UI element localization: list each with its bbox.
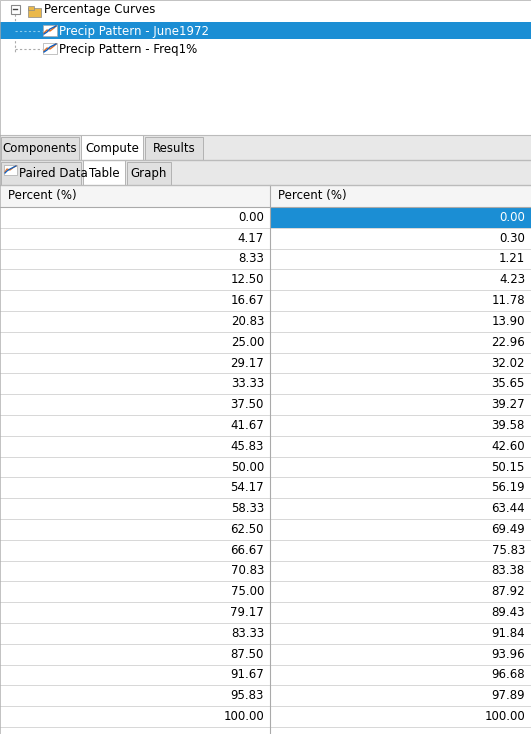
Text: Precip Pattern - June1972: Precip Pattern - June1972	[59, 24, 209, 37]
Text: 69.49: 69.49	[491, 523, 525, 536]
Text: 56.19: 56.19	[491, 482, 525, 494]
Text: 75.00: 75.00	[230, 585, 264, 598]
Text: 54.17: 54.17	[230, 482, 264, 494]
Text: 75.83: 75.83	[492, 544, 525, 556]
Bar	[81, 135, 143, 160]
Bar	[4, 165, 17, 175]
Text: 45.83: 45.83	[230, 440, 264, 453]
Text: 87.92: 87.92	[491, 585, 525, 598]
Text: 93.96: 93.96	[491, 647, 525, 661]
Text: 0.00: 0.00	[499, 211, 525, 224]
Text: 66.67: 66.67	[230, 544, 264, 556]
Text: 33.33: 33.33	[231, 377, 264, 390]
Text: 96.68: 96.68	[491, 669, 525, 681]
Text: Compute: Compute	[85, 142, 139, 155]
Bar	[43, 43, 57, 54]
Text: 83.38: 83.38	[492, 564, 525, 578]
Text: 62.50: 62.50	[230, 523, 264, 536]
Bar	[127, 162, 171, 185]
Text: 79.17: 79.17	[230, 606, 264, 619]
Text: 95.83: 95.83	[230, 689, 264, 702]
Text: 50.15: 50.15	[492, 460, 525, 473]
Text: Paired Data: Paired Data	[19, 167, 88, 180]
Text: 42.60: 42.60	[491, 440, 525, 453]
Text: 12.50: 12.50	[230, 273, 264, 286]
Text: 87.50: 87.50	[230, 647, 264, 661]
Text: 100.00: 100.00	[223, 710, 264, 723]
Text: 4.17: 4.17	[238, 232, 264, 244]
Text: 13.90: 13.90	[492, 315, 525, 328]
Text: 39.27: 39.27	[491, 398, 525, 411]
Bar	[0, 22, 531, 39]
Bar	[145, 137, 203, 160]
Text: 1.21: 1.21	[499, 252, 525, 266]
Bar	[28, 8, 41, 17]
Text: 0.30: 0.30	[499, 232, 525, 244]
Bar	[11, 5, 20, 14]
Text: 4.23: 4.23	[499, 273, 525, 286]
Bar	[0, 160, 531, 187]
Text: Percent (%): Percent (%)	[278, 189, 347, 203]
Text: Results: Results	[152, 142, 195, 155]
Text: 25.00: 25.00	[230, 335, 264, 349]
Text: 16.67: 16.67	[230, 294, 264, 307]
Text: 22.96: 22.96	[491, 335, 525, 349]
Text: 37.50: 37.50	[230, 398, 264, 411]
Text: 97.89: 97.89	[491, 689, 525, 702]
Bar	[28, 6, 34, 10]
Text: 8.33: 8.33	[238, 252, 264, 266]
Text: Precip Pattern - Freq1%: Precip Pattern - Freq1%	[59, 43, 197, 56]
Text: Graph: Graph	[131, 167, 167, 180]
Text: 11.78: 11.78	[491, 294, 525, 307]
Bar	[0, 0, 531, 135]
Text: 91.67: 91.67	[230, 669, 264, 681]
Text: 63.44: 63.44	[491, 502, 525, 515]
Text: 35.65: 35.65	[492, 377, 525, 390]
Bar	[0, 185, 531, 207]
Text: 29.17: 29.17	[230, 357, 264, 369]
Text: Components: Components	[3, 142, 78, 155]
Text: 50.00: 50.00	[231, 460, 264, 473]
Text: 100.00: 100.00	[484, 710, 525, 723]
Text: 58.33: 58.33	[231, 502, 264, 515]
Bar	[1, 162, 81, 185]
Bar	[270, 207, 531, 228]
Text: 91.84: 91.84	[491, 627, 525, 640]
Text: Percentage Curves: Percentage Curves	[44, 4, 156, 16]
Text: 89.43: 89.43	[492, 606, 525, 619]
Text: 70.83: 70.83	[230, 564, 264, 578]
Bar	[1, 137, 79, 160]
Text: Table: Table	[89, 167, 119, 180]
Text: 83.33: 83.33	[231, 627, 264, 640]
Bar	[0, 135, 531, 162]
Text: 32.02: 32.02	[492, 357, 525, 369]
Text: 41.67: 41.67	[230, 419, 264, 432]
Text: 39.58: 39.58	[492, 419, 525, 432]
Text: 0.00: 0.00	[238, 211, 264, 224]
Bar	[83, 160, 125, 185]
Bar	[43, 25, 57, 36]
Text: Percent (%): Percent (%)	[8, 189, 76, 203]
Text: 20.83: 20.83	[230, 315, 264, 328]
